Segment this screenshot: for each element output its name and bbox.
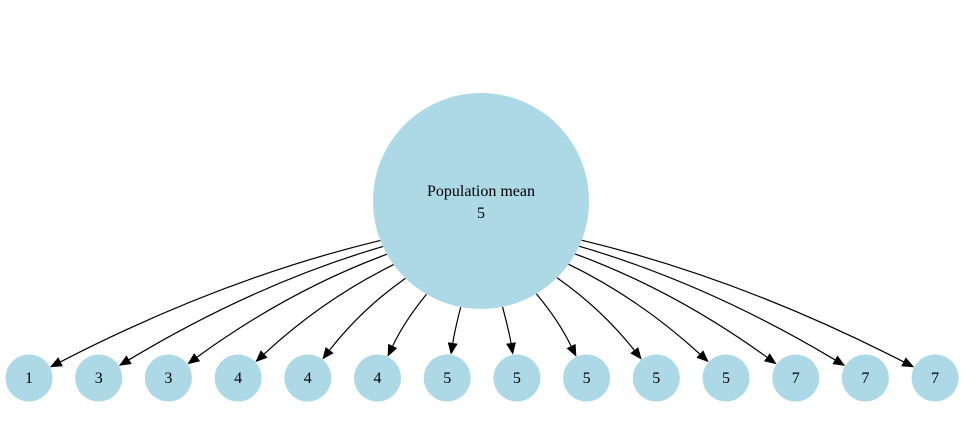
edge-line (568, 263, 701, 355)
edges-group (49, 239, 915, 368)
sample-node-label: 1 (25, 370, 33, 387)
sample-node: 7 (772, 354, 820, 402)
population-mean-label: Population mean (427, 183, 535, 200)
sample-node-circle (354, 354, 401, 402)
edge-arrowhead (322, 347, 334, 360)
sample-node-circle (75, 354, 123, 402)
sample-node-circle (563, 354, 611, 402)
sample-node-label: 5 (583, 370, 591, 387)
sample-node-label: 5 (513, 370, 521, 387)
sample-node-circle (632, 354, 680, 402)
sample-node: 5 (632, 354, 680, 402)
sample-node: 5 (702, 354, 750, 402)
sample-node-label: 3 (95, 370, 103, 387)
sample-node-label: 3 (164, 370, 172, 387)
edge-arrowhead (901, 357, 915, 368)
sample-node-circle (423, 354, 471, 402)
sample-node-label: 4 (374, 370, 382, 387)
edge-arrowhead (447, 342, 458, 355)
sample-node-circle (911, 354, 959, 402)
sample-node-circle (772, 354, 820, 402)
sample-node-label: 4 (234, 370, 242, 387)
sample-node: 4 (354, 354, 401, 402)
sample-node-circle (5, 354, 53, 402)
sample-node: 7 (841, 354, 889, 402)
sample-node: 5 (423, 354, 471, 402)
edge-arrowhead (764, 353, 777, 365)
edge-line (196, 253, 388, 358)
edge-arrowhead (696, 350, 709, 363)
edge-arrowhead (187, 353, 201, 365)
edge-line (574, 253, 768, 358)
sample-node-circle (493, 354, 541, 402)
sample-node-label: 7 (931, 370, 939, 387)
sample-node: 1 (5, 354, 53, 402)
sample-node-circle (144, 354, 192, 402)
sample-node: 3 (75, 354, 123, 402)
edge-line (60, 239, 381, 363)
edge-arrowhead (255, 350, 268, 363)
edge-arrowhead (118, 355, 132, 366)
edge-arrowhead (832, 355, 846, 366)
sample-node-label: 5 (722, 370, 730, 387)
edge-line (452, 306, 462, 343)
sample-node-circle (284, 354, 332, 402)
edge-line (263, 264, 394, 355)
sample-node-circle (702, 354, 750, 402)
sample-node-label: 7 (792, 370, 800, 387)
sample-node-label: 4 (304, 370, 312, 387)
sample-node: 3 (144, 354, 192, 402)
sample-node-circle (841, 354, 889, 402)
sample-node: 4 (214, 354, 262, 402)
population-mean-value: 5 (477, 205, 485, 222)
sample-nodes-group: 1 3 3 4 4 4 5 5 5 5 5 7 7 7 (5, 354, 959, 402)
edge-arrowhead (506, 342, 516, 355)
edge-line (128, 245, 384, 361)
population-mean-node: Population mean 5 (373, 93, 589, 309)
sample-node-label: 5 (443, 370, 451, 387)
sample-node: 5 (563, 354, 611, 402)
edge-line (329, 277, 406, 351)
sample-node: 7 (911, 354, 959, 402)
edge-line (578, 245, 836, 361)
edge-line (392, 293, 427, 347)
sample-node-label: 5 (652, 370, 660, 387)
edge-arrowhead (49, 357, 63, 368)
sample-node-circle (214, 354, 262, 402)
edge-line (581, 239, 904, 363)
edge-line (501, 306, 512, 344)
sample-node: 5 (493, 354, 541, 402)
edge-arrowhead (387, 343, 398, 357)
sample-node-label: 7 (861, 370, 869, 387)
edge-arrowhead (566, 343, 577, 357)
sample-node: 4 (284, 354, 332, 402)
population-mean-circle (373, 93, 589, 309)
edge-line (535, 293, 572, 347)
edge-line (556, 277, 635, 351)
edge-arrowhead (630, 347, 642, 360)
